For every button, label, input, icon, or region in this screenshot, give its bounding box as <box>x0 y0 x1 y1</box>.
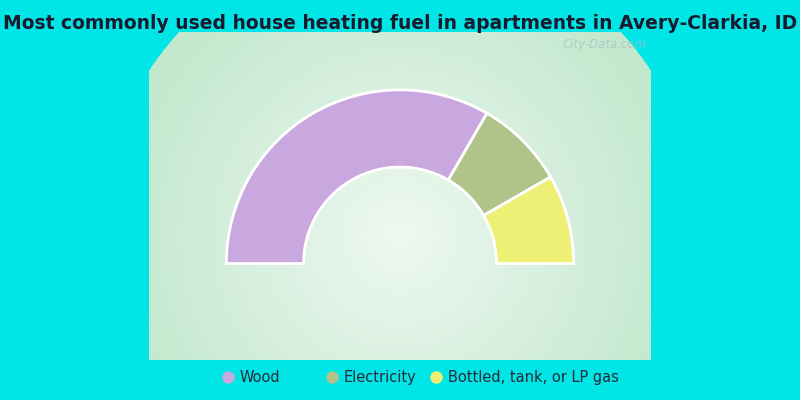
Circle shape <box>109 0 691 400</box>
Circle shape <box>303 137 497 332</box>
Circle shape <box>370 205 430 264</box>
Circle shape <box>202 36 598 400</box>
Circle shape <box>217 52 583 400</box>
Circle shape <box>179 14 621 400</box>
Circle shape <box>123 0 677 400</box>
Circle shape <box>213 48 587 400</box>
Circle shape <box>150 0 650 400</box>
Text: Most commonly used house heating fuel in apartments in Avery-Clarkia, ID: Most commonly used house heating fuel in… <box>3 14 797 33</box>
Circle shape <box>284 119 516 350</box>
Circle shape <box>168 3 632 400</box>
Circle shape <box>340 175 460 294</box>
Circle shape <box>187 22 613 400</box>
Circle shape <box>280 115 520 354</box>
Circle shape <box>329 164 471 306</box>
Wedge shape <box>484 177 574 264</box>
Circle shape <box>378 212 422 257</box>
Circle shape <box>344 178 456 291</box>
Circle shape <box>389 223 411 246</box>
Circle shape <box>120 0 680 400</box>
Circle shape <box>310 145 490 324</box>
Circle shape <box>127 0 673 400</box>
Circle shape <box>176 10 624 400</box>
Text: Wood: Wood <box>240 370 281 385</box>
Circle shape <box>396 231 404 238</box>
Circle shape <box>172 6 628 400</box>
Circle shape <box>288 122 512 347</box>
Circle shape <box>382 216 418 253</box>
Circle shape <box>183 18 617 400</box>
Circle shape <box>142 0 658 400</box>
Circle shape <box>318 152 482 317</box>
Circle shape <box>299 134 501 336</box>
Circle shape <box>138 0 662 400</box>
Wedge shape <box>226 90 487 264</box>
Text: Electricity: Electricity <box>344 370 417 385</box>
Circle shape <box>116 0 684 400</box>
Circle shape <box>224 59 576 400</box>
Circle shape <box>374 208 426 261</box>
Circle shape <box>157 0 643 400</box>
Circle shape <box>146 0 654 400</box>
Circle shape <box>266 100 534 369</box>
Circle shape <box>161 0 639 400</box>
Circle shape <box>210 44 590 400</box>
Circle shape <box>322 156 478 313</box>
Text: Bottled, tank, or LP gas: Bottled, tank, or LP gas <box>448 370 619 385</box>
Circle shape <box>269 104 531 366</box>
Circle shape <box>101 0 699 400</box>
Circle shape <box>393 227 407 242</box>
Circle shape <box>235 70 565 399</box>
Circle shape <box>250 85 550 384</box>
Circle shape <box>273 108 527 362</box>
Wedge shape <box>448 113 550 216</box>
Circle shape <box>221 55 579 400</box>
Circle shape <box>198 33 602 400</box>
Circle shape <box>239 74 561 395</box>
Circle shape <box>243 78 557 392</box>
Circle shape <box>355 190 445 280</box>
Circle shape <box>366 201 434 268</box>
Circle shape <box>295 130 505 339</box>
Circle shape <box>112 0 688 400</box>
Circle shape <box>254 89 546 380</box>
Circle shape <box>362 197 438 272</box>
Circle shape <box>314 149 486 320</box>
Circle shape <box>385 220 415 250</box>
Circle shape <box>194 29 606 400</box>
Circle shape <box>258 92 542 377</box>
Circle shape <box>190 25 610 400</box>
Circle shape <box>131 0 669 400</box>
Circle shape <box>134 0 666 400</box>
Circle shape <box>351 186 449 283</box>
Circle shape <box>326 160 474 309</box>
Circle shape <box>277 111 523 358</box>
Circle shape <box>348 182 452 287</box>
Circle shape <box>359 194 441 276</box>
Circle shape <box>228 63 572 400</box>
Circle shape <box>206 40 594 400</box>
Circle shape <box>232 66 568 400</box>
Circle shape <box>337 171 463 298</box>
Circle shape <box>291 126 509 343</box>
Text: City-Data.com: City-Data.com <box>563 38 647 51</box>
Circle shape <box>306 141 494 328</box>
Circle shape <box>165 0 635 400</box>
Circle shape <box>262 96 538 373</box>
Circle shape <box>105 0 695 400</box>
Circle shape <box>246 81 554 388</box>
Circle shape <box>333 167 467 302</box>
Circle shape <box>154 0 646 400</box>
